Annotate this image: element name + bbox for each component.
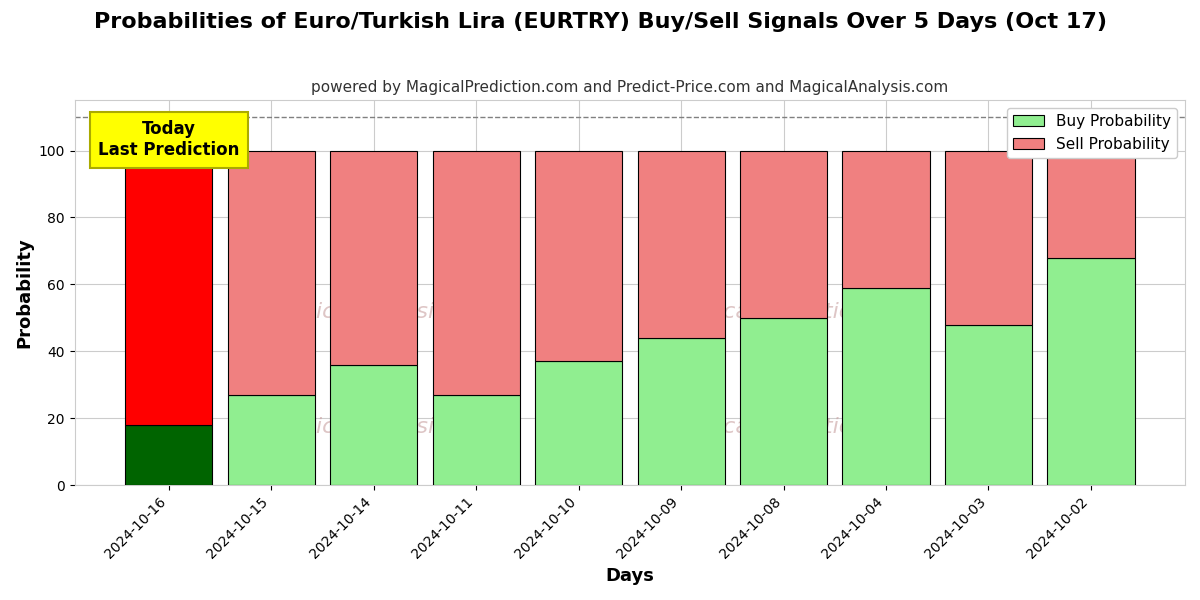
Text: MagicalPrediction.com: MagicalPrediction.com [671, 418, 922, 437]
Bar [637, 338, 725, 485]
Bar [944, 151, 1032, 325]
Legend: Buy Probability, Sell Probability: Buy Probability, Sell Probability [1007, 108, 1177, 158]
Text: Today
Last Prediction: Today Last Prediction [98, 121, 239, 159]
Text: MagicalPrediction.com: MagicalPrediction.com [671, 302, 922, 322]
Bar [432, 395, 520, 485]
Bar [842, 151, 930, 288]
Bar [535, 361, 622, 485]
Bar [432, 151, 520, 395]
Text: MagicalAnalysis.com: MagicalAnalysis.com [270, 418, 502, 437]
Bar [228, 151, 314, 395]
Bar [637, 151, 725, 338]
Y-axis label: Probability: Probability [16, 238, 34, 348]
Bar [330, 365, 418, 485]
Bar [1048, 257, 1134, 485]
Bar [228, 395, 314, 485]
Bar [125, 425, 212, 485]
Text: Probabilities of Euro/Turkish Lira (EURTRY) Buy/Sell Signals Over 5 Days (Oct 17: Probabilities of Euro/Turkish Lira (EURT… [94, 12, 1106, 32]
Text: MagicalAnalysis.com: MagicalAnalysis.com [270, 302, 502, 322]
Bar [535, 151, 622, 361]
X-axis label: Days: Days [605, 567, 654, 585]
Bar [740, 318, 827, 485]
Bar [740, 151, 827, 318]
Bar [1048, 151, 1134, 257]
Bar [944, 325, 1032, 485]
Bar [842, 288, 930, 485]
Title: powered by MagicalPrediction.com and Predict-Price.com and MagicalAnalysis.com: powered by MagicalPrediction.com and Pre… [311, 80, 948, 95]
Bar [125, 151, 212, 425]
Bar [330, 151, 418, 365]
